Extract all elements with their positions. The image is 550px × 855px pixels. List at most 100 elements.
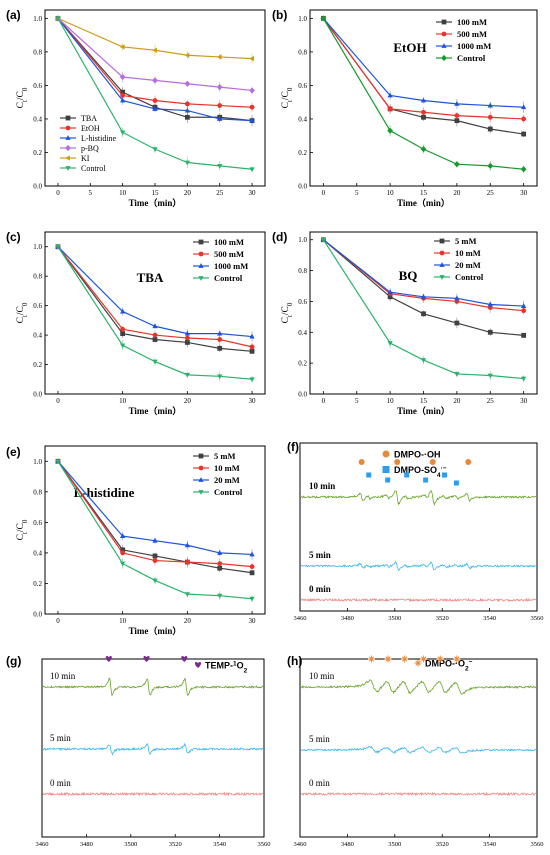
x-tick-label: 3560 xyxy=(258,841,271,848)
spectrum-10-min: 10 min xyxy=(301,481,537,507)
legend-label-part: TEMP- xyxy=(205,661,233,671)
y-tick-label: 0.6 xyxy=(298,82,307,90)
data-point xyxy=(120,550,126,556)
chart-title: BQ xyxy=(399,268,418,283)
data-point xyxy=(152,106,158,111)
data-point xyxy=(184,542,190,548)
data-point xyxy=(387,92,393,98)
data-point xyxy=(152,47,157,53)
data-point xyxy=(521,376,527,382)
legend-marker xyxy=(198,453,204,459)
chart-title: TBA xyxy=(137,270,164,285)
series-ki xyxy=(55,15,254,64)
y-tick-label: 1.0 xyxy=(298,15,307,23)
x-tick-label: 25 xyxy=(487,397,495,405)
spectrum-line xyxy=(300,745,536,755)
chart-panel-c: (c) 0 10 20 30 0.0 0.2 0.4 0.6 0.8 1.0 Time（min） Ct/… xyxy=(6,230,266,416)
x-tick-label: 0 xyxy=(56,617,60,625)
oh-peak-marker xyxy=(429,459,436,465)
spectrum-label: 10 min xyxy=(309,671,335,681)
data-point xyxy=(217,330,223,336)
legend-label: TEMP-1O2 xyxy=(205,660,248,674)
legend-marker xyxy=(439,275,445,280)
data-point xyxy=(217,163,223,169)
data-point xyxy=(152,558,158,563)
y-tick-label: 0.4 xyxy=(33,549,42,557)
legend-label: L-histidine xyxy=(81,134,117,143)
legend-label: Control xyxy=(81,164,106,173)
y-axis-label-part: /C xyxy=(16,523,26,532)
data-point xyxy=(249,167,255,173)
data-point xyxy=(249,377,255,383)
spectrum-line xyxy=(301,489,537,507)
x-tick-label: 3500 xyxy=(388,615,401,622)
legend: DMPO-·O2− xyxy=(425,658,473,672)
data-point xyxy=(55,244,61,250)
legend-marker xyxy=(198,477,204,482)
x-tick-label: 20 xyxy=(453,189,461,197)
x-tick-label: 15 xyxy=(420,397,428,405)
data-point xyxy=(487,162,494,170)
data-point xyxy=(420,358,427,363)
y-tick-label: 0.8 xyxy=(298,48,307,56)
data-point xyxy=(249,348,255,354)
data-point xyxy=(184,592,190,598)
data-point xyxy=(454,320,460,326)
legend-label: 5 mM xyxy=(214,451,235,461)
data-point xyxy=(120,89,126,95)
data-point xyxy=(521,116,527,122)
y-axis-title: Ct/C0 xyxy=(16,302,29,323)
legend-marker-heart xyxy=(194,661,202,668)
peak-marker-heart xyxy=(143,655,150,662)
so4-peak-marker xyxy=(442,472,448,478)
data-point xyxy=(152,77,158,84)
data-point xyxy=(184,107,190,113)
data-point xyxy=(521,131,527,137)
data-point xyxy=(454,295,460,301)
legend-marker xyxy=(65,115,71,121)
y-axis-label-part: /C xyxy=(16,306,26,315)
data-point xyxy=(249,551,255,557)
data-point xyxy=(521,303,527,308)
series-10-mm xyxy=(55,458,255,571)
series-line xyxy=(57,460,253,600)
peak-marker-star xyxy=(384,655,392,663)
series-line xyxy=(57,460,253,556)
so4-peak-marker xyxy=(404,472,410,478)
series-500-mm xyxy=(320,15,527,124)
peak-marker-star xyxy=(367,655,375,663)
y-tick-label: 1.0 xyxy=(33,243,42,251)
peak-marker-star xyxy=(453,655,461,663)
y-axis-label-part: C xyxy=(16,102,26,108)
plot-frame xyxy=(299,658,538,838)
peak-marker-star xyxy=(436,655,444,663)
legend-label: 500 mM xyxy=(214,249,244,259)
data-point xyxy=(184,114,190,120)
x-tick-label: 3540 xyxy=(483,615,496,622)
data-point xyxy=(217,116,223,121)
x-tick-label: 25 xyxy=(216,189,224,197)
spectrum-label: 10 min xyxy=(50,671,76,681)
legend: DMPO-·OH DMPO-SO4·− xyxy=(382,450,447,479)
legend-marker xyxy=(198,465,204,471)
legend-marker xyxy=(65,135,71,140)
data-point xyxy=(184,559,190,565)
y-tick-label: 0.0 xyxy=(33,183,42,191)
data-point xyxy=(249,564,255,570)
x-tick-label: 5 xyxy=(355,397,359,405)
data-point xyxy=(487,329,493,335)
series-line xyxy=(57,17,253,108)
legend-marker-square xyxy=(382,466,390,473)
legend-marker xyxy=(65,144,71,152)
x-tick-label: 20 xyxy=(184,397,192,405)
data-point xyxy=(454,113,460,118)
spectrum-label: 0 min xyxy=(309,584,331,594)
data-point xyxy=(217,561,223,566)
x-tick-label: 3500 xyxy=(388,841,401,848)
legend-marker xyxy=(198,263,204,268)
chart-panel-g: (g) 3460 3480 3500 3520 3540 3560 10 min 5 min 0 … xyxy=(6,654,271,848)
data-point xyxy=(119,44,125,50)
series-control xyxy=(320,15,527,173)
data-point xyxy=(152,98,158,103)
data-point xyxy=(184,372,190,378)
